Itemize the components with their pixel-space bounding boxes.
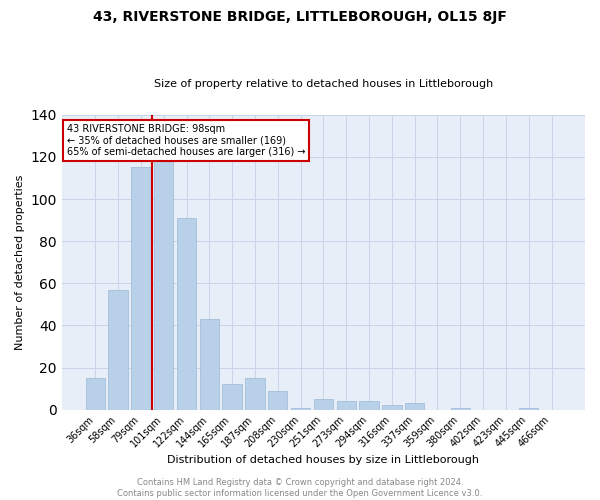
Bar <box>405 404 424 409</box>
Bar <box>268 390 287 409</box>
Bar <box>245 378 265 410</box>
Bar <box>177 218 196 410</box>
Bar <box>382 406 401 409</box>
Bar <box>154 161 173 410</box>
Title: Size of property relative to detached houses in Littleborough: Size of property relative to detached ho… <box>154 79 493 89</box>
Bar <box>131 168 151 410</box>
Bar <box>291 408 310 410</box>
Bar <box>519 408 538 410</box>
Text: Contains HM Land Registry data © Crown copyright and database right 2024.
Contai: Contains HM Land Registry data © Crown c… <box>118 478 482 498</box>
Text: 43 RIVERSTONE BRIDGE: 98sqm
← 35% of detached houses are smaller (169)
65% of se: 43 RIVERSTONE BRIDGE: 98sqm ← 35% of det… <box>67 124 305 157</box>
Bar <box>86 378 105 410</box>
Bar <box>109 290 128 410</box>
Bar <box>223 384 242 409</box>
X-axis label: Distribution of detached houses by size in Littleborough: Distribution of detached houses by size … <box>167 455 479 465</box>
Bar <box>200 319 219 410</box>
Bar <box>337 401 356 409</box>
Bar <box>359 401 379 409</box>
Bar <box>451 408 470 410</box>
Y-axis label: Number of detached properties: Number of detached properties <box>15 174 25 350</box>
Bar <box>314 399 333 409</box>
Text: 43, RIVERSTONE BRIDGE, LITTLEBOROUGH, OL15 8JF: 43, RIVERSTONE BRIDGE, LITTLEBOROUGH, OL… <box>93 10 507 24</box>
